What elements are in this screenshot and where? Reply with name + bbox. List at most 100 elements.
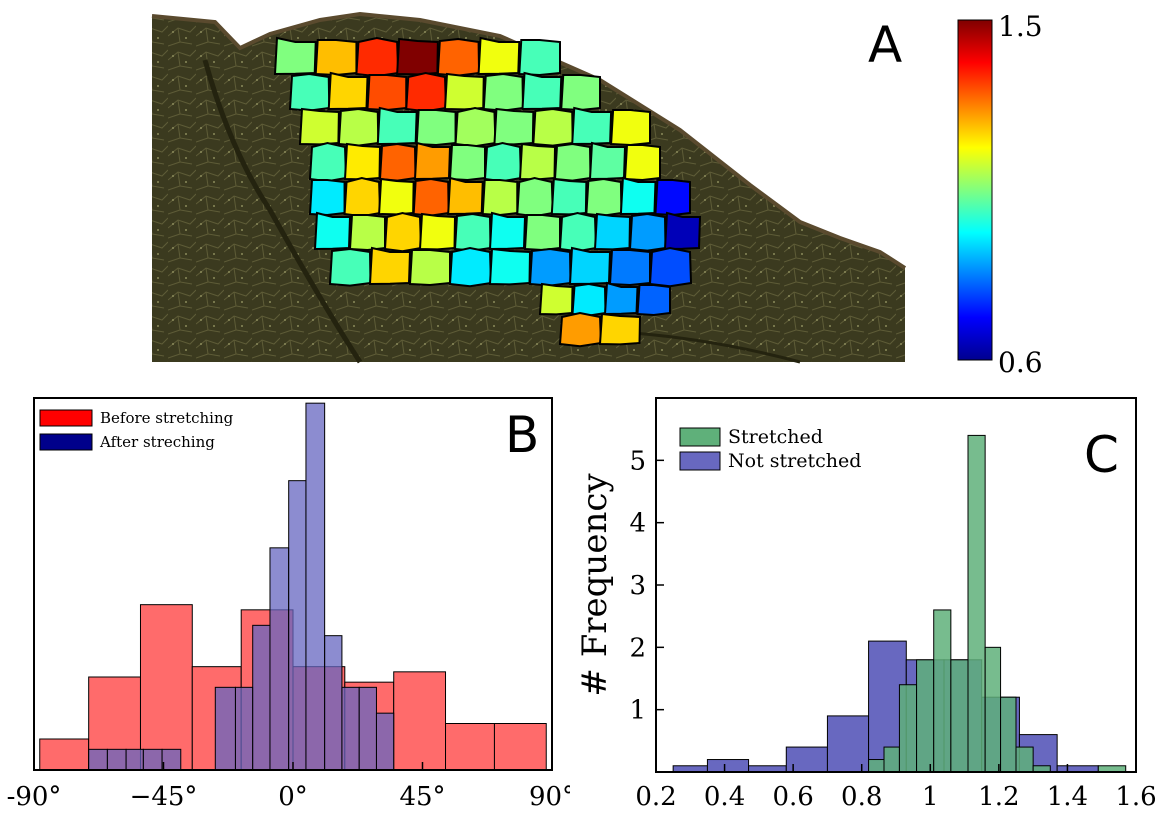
- bar-b-after-3: [142, 748, 163, 771]
- bar-b-before-0: [39, 738, 90, 771]
- cell-polygon: [608, 249, 651, 287]
- legend-swatch-after: [39, 433, 93, 451]
- legend-label-after: After streching: [99, 433, 215, 451]
- x-tick-label: 0.4: [704, 782, 745, 812]
- cell-polygon: [619, 176, 657, 216]
- legend-label-not-stretched: Not stretched: [728, 450, 861, 472]
- bar-c-stretched-9: [1015, 746, 1034, 773]
- cell-polygon: [288, 72, 331, 112]
- cell-polygon: [448, 246, 493, 288]
- cell-polygon: [528, 247, 572, 287]
- cell-polygon: [366, 74, 408, 112]
- cell-polygon: [343, 176, 382, 218]
- panel-c-bars: [672, 434, 1127, 773]
- panel-b-label: B: [505, 406, 539, 464]
- bar-c-not-stretched-4: [826, 715, 870, 773]
- cell-polygon: [327, 71, 369, 111]
- cell-polygon: [518, 39, 561, 77]
- bar-b-after-9: [288, 480, 307, 771]
- cell-polygon: [436, 37, 481, 77]
- cell-polygon: [477, 36, 521, 76]
- cell-polygon: [378, 177, 415, 216]
- bar-b-after-14: [375, 712, 395, 771]
- bar-b-after-2: [125, 748, 144, 771]
- bar-b-after-0: [88, 748, 108, 771]
- bar-c-stretched-5: [950, 659, 969, 773]
- cell-polygon: [378, 142, 417, 182]
- panel-c-y-axis-label: # Frequency: [575, 473, 615, 697]
- x-tick-label: 0°: [278, 782, 308, 812]
- x-tick-label: 1.2: [978, 782, 1019, 812]
- cell-polygon: [598, 312, 642, 346]
- bar-b-after-4: [161, 748, 182, 771]
- cell-polygon: [376, 106, 418, 146]
- cell-polygon: [593, 212, 632, 251]
- legend-swatch-stretched: [679, 427, 721, 447]
- histogram-orientation: -90° −45° 0° 45° 90° Before stretching After…: [7, 397, 575, 812]
- y-tick-label: 4: [629, 509, 646, 539]
- cell-polygon: [383, 211, 423, 253]
- cell-polygon: [493, 107, 535, 146]
- y-tick-label: 3: [629, 571, 646, 601]
- cell-polygon: [560, 74, 601, 112]
- x-tick-label: 0.6: [772, 782, 813, 812]
- panel-c-legend: Stretched Not stretched: [679, 426, 861, 472]
- panel-c-ticks: 0.2 0.4 0.6 0.8 1 1.2 1.4 1.6 1 2 3 4 5: [629, 446, 1156, 812]
- bar-c-not-stretched-1: [706, 759, 750, 773]
- colorbar-max-label: 1.5: [998, 10, 1043, 43]
- cell-polygon: [636, 284, 671, 317]
- y-tick-label: 1: [629, 696, 646, 726]
- x-tick-label: 1.4: [1047, 782, 1088, 812]
- x-tick-label: −45°: [130, 782, 198, 812]
- colorbar-min-label: 0.6: [998, 346, 1043, 379]
- x-tick-label: -90°: [7, 782, 62, 812]
- cell-polygon: [396, 37, 439, 76]
- cell-polygon: [482, 72, 525, 112]
- cell-polygon: [523, 214, 561, 252]
- bar-b-before-9: [493, 723, 547, 771]
- cell-polygon: [348, 214, 386, 252]
- cell-polygon: [571, 106, 613, 146]
- panel-b: -90° −45° 0° 45° 90° Before stretching After…: [0, 380, 575, 812]
- cell-polygon: [308, 141, 348, 183]
- cell-polygon: [447, 176, 484, 216]
- x-tick-label: 1.6: [1115, 782, 1156, 812]
- cell-polygon: [415, 109, 457, 147]
- panel-a-label: A: [868, 16, 902, 74]
- cell-polygon: [568, 246, 612, 286]
- cell-polygon: [663, 211, 702, 251]
- cell-polygon: [314, 39, 358, 77]
- bar-b-after-6: [234, 686, 254, 771]
- y-tick-label: 5: [629, 446, 646, 476]
- cell-polygon: [443, 72, 485, 111]
- legend-swatch-before: [39, 409, 93, 427]
- panel-c-label: C: [1084, 426, 1119, 484]
- bar-b-after-5: [214, 686, 236, 771]
- bar-b-after-12: [341, 686, 360, 771]
- cell-polygon: [308, 179, 346, 217]
- cell-polygon: [343, 142, 382, 181]
- bar-b-after-1: [106, 748, 127, 771]
- bar-c-stretched-7: [984, 646, 1002, 773]
- cell-polygon: [588, 141, 627, 181]
- bar-c-stretched-4: [933, 609, 952, 773]
- bar-b-after-10: [305, 402, 326, 771]
- bar-c-stretched-1: [883, 746, 900, 773]
- cell-polygon: [603, 281, 639, 316]
- cell-polygon: [623, 144, 661, 182]
- cell-polygon: [553, 142, 592, 182]
- y-tick-label: 2: [629, 633, 646, 663]
- cell-polygon: [654, 179, 691, 217]
- legend-swatch-not-stretched: [679, 451, 721, 471]
- cell-polygon: [337, 107, 380, 147]
- bar-c-stretched-3: [916, 659, 935, 773]
- panel-b-x-ticks: -90° −45° 0° 45° 90°: [7, 762, 575, 812]
- cell-polygon: [355, 36, 400, 78]
- cell-polygon: [273, 36, 317, 76]
- x-tick-label: 1: [922, 782, 939, 812]
- cell-polygon: [558, 311, 603, 348]
- cell-polygon: [453, 212, 492, 252]
- bar-b-before-2: [139, 604, 193, 771]
- panel-a-figure: A 1.5 0.6: [151, 10, 1043, 379]
